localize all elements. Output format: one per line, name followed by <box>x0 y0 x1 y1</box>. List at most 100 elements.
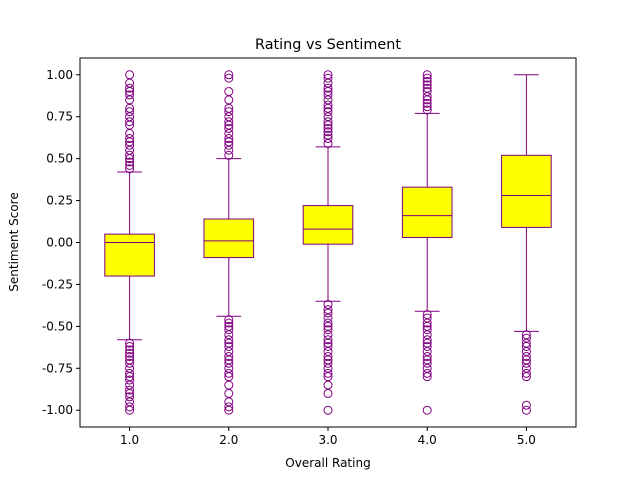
iqr-box <box>401 186 453 238</box>
y-tick-label: -0.25 <box>42 277 73 291</box>
outlier-point <box>125 358 135 368</box>
outlier-point <box>224 318 234 328</box>
y-tick-label: 0.00 <box>46 236 73 250</box>
outlier-point <box>125 160 135 170</box>
outlier-point <box>521 358 531 368</box>
outlier-point <box>224 117 234 127</box>
outlier-point <box>323 380 333 390</box>
outlier-point <box>422 76 432 86</box>
outlier-point <box>224 140 234 150</box>
outlier-point <box>125 150 135 160</box>
outlier-point <box>422 368 432 378</box>
outlier-point <box>125 70 135 80</box>
outlier-point <box>224 380 234 390</box>
outlier-point <box>521 352 531 362</box>
outlier-point <box>125 90 135 100</box>
outlier-point <box>323 127 333 137</box>
outlier-point <box>422 70 432 80</box>
outlier-point <box>422 372 432 382</box>
outlier-point <box>125 338 135 348</box>
outlier-point <box>125 341 135 351</box>
iqr-box <box>302 205 354 245</box>
outlier-point <box>422 80 432 90</box>
box-group-2.0 <box>203 70 255 415</box>
y-axis: -1.00 -0.75 -0.50 -0.25 0.00 0.25 0.50 0.75 1.00 <box>42 68 80 417</box>
outlier-point <box>323 70 333 80</box>
y-tick-label: -0.50 <box>42 319 73 333</box>
x-tick-label: 3.0 <box>318 433 337 447</box>
y-axis-label: Sentiment Score <box>7 192 21 291</box>
outlier-point <box>125 345 135 355</box>
outlier-point <box>224 70 234 80</box>
outlier-point <box>125 385 135 395</box>
outlier-point <box>125 375 135 385</box>
outlier-point <box>323 83 333 93</box>
outlier-point <box>224 123 234 133</box>
outlier-point <box>422 358 432 368</box>
outlier-point <box>422 83 432 93</box>
outlier-point <box>125 78 135 88</box>
outlier-point <box>224 352 234 362</box>
outlier-point <box>323 318 333 328</box>
outlier-point <box>125 368 135 378</box>
x-tick-label: 2.0 <box>219 433 238 447</box>
y-tick-label: 0.50 <box>46 152 73 166</box>
box-group-5.0 <box>501 74 552 415</box>
chart-title: Rating vs Sentiment <box>255 37 401 53</box>
outlier-point <box>422 325 432 335</box>
outlier-point <box>422 352 432 362</box>
outlier-point <box>125 128 135 138</box>
y-tick-label: -1.00 <box>42 403 73 417</box>
outlier-point <box>323 405 333 415</box>
y-tick-label: 1.00 <box>46 68 73 82</box>
outlier-point <box>422 318 432 328</box>
outlier-point <box>521 400 531 410</box>
box-group-1.0 <box>104 70 155 415</box>
outlier-point <box>224 335 234 345</box>
outlier-point <box>422 73 432 83</box>
outlier-point <box>224 107 234 117</box>
outlier-point <box>323 341 333 351</box>
y-tick-label: -0.75 <box>42 361 73 375</box>
iqr-box <box>104 233 155 277</box>
outlier-point <box>521 368 531 378</box>
outlier-point <box>323 100 333 110</box>
outlier-point <box>323 388 333 398</box>
x-tick-label: 4.0 <box>418 433 437 447</box>
outlier-point <box>125 117 135 127</box>
x-tick-label: 1.0 <box>120 433 139 447</box>
outlier-point <box>224 73 234 83</box>
outlier-point <box>422 102 432 112</box>
outlier-point <box>224 134 234 144</box>
outlier-point <box>422 405 432 415</box>
outlier-point <box>323 308 333 318</box>
outlier-point <box>125 352 135 362</box>
x-axis: 1.0 2.0 3.0 4.0 5.0 <box>120 427 536 447</box>
outlier-point <box>422 341 432 351</box>
outlier-point <box>323 352 333 362</box>
outlier-point <box>422 105 432 115</box>
plot-area <box>104 70 552 415</box>
outlier-point <box>323 73 333 83</box>
outlier-point <box>323 117 333 127</box>
outlier-point <box>323 90 333 100</box>
outlier-point <box>224 402 234 412</box>
outlier-point <box>125 140 135 150</box>
outlier-point <box>323 134 333 144</box>
outlier-point <box>323 130 333 140</box>
box-group-4.0 <box>401 70 453 415</box>
outlier-point <box>224 388 234 398</box>
outlier-point <box>224 405 234 415</box>
outlier-point <box>125 348 135 358</box>
outlier-point <box>224 341 234 351</box>
outlier-point <box>323 325 333 335</box>
outlier-point <box>125 392 135 402</box>
outlier-point <box>323 335 333 345</box>
outlier-point <box>323 107 333 117</box>
outlier-point <box>224 150 234 160</box>
outlier-point <box>521 405 531 415</box>
outlier-point <box>521 372 531 382</box>
iqr-box <box>501 154 552 228</box>
outlier-point <box>125 83 135 93</box>
